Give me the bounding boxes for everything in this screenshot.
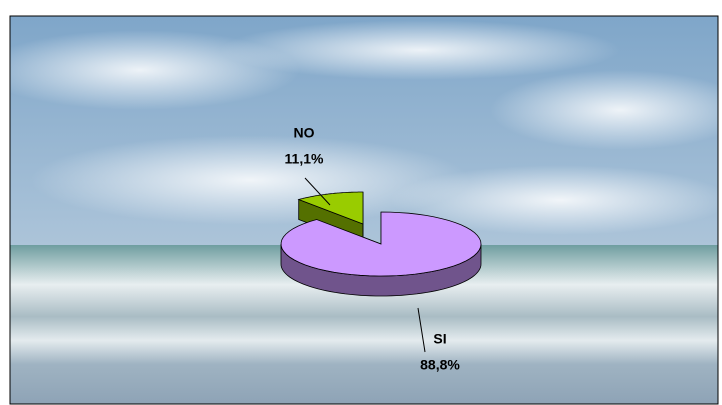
leader-line — [304, 177, 331, 206]
value-label: 88,8% — [420, 357, 460, 373]
pie-slice — [280, 211, 482, 277]
category-label: NO — [294, 125, 315, 141]
pie-slice — [297, 191, 364, 225]
category-label: SI — [433, 331, 446, 347]
value-label: 11,1% — [285, 151, 324, 167]
leader-line — [417, 307, 426, 353]
